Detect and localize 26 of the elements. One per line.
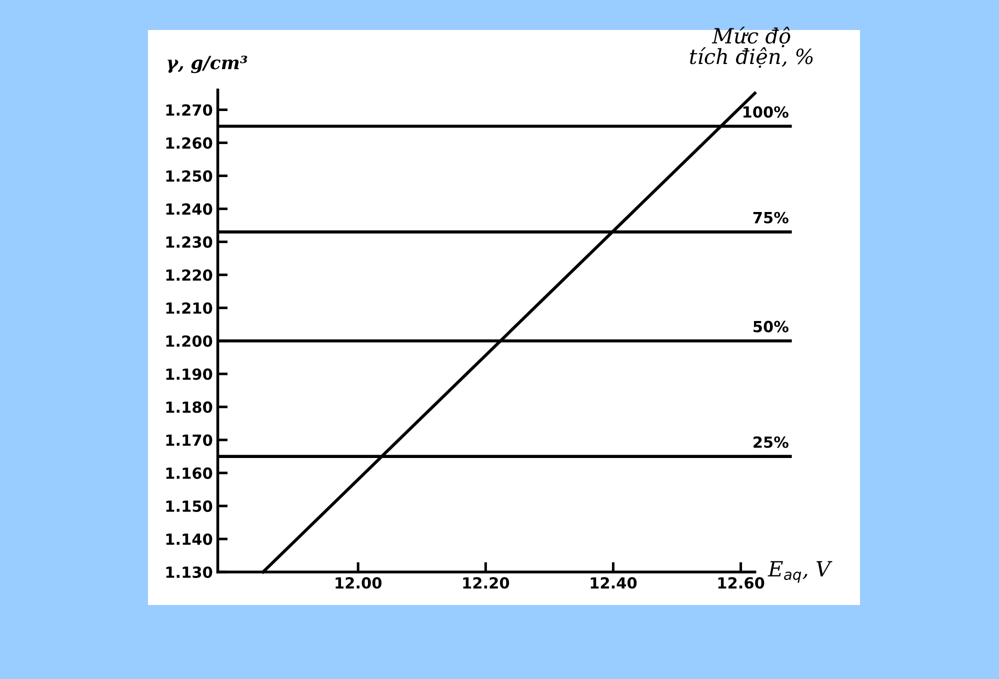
annotation: 50% [754,320,788,332]
y-tick-label: 1.140 [166,533,212,545]
y-tick-label: 1.150 [166,500,212,512]
text: Mức độ tích điện, % [690,26,813,68]
y-tick-label: 1.210 [166,302,212,314]
y-tick-label: 1.200 [166,335,212,347]
x-tick-label: 12.40 [590,577,637,589]
x-tick-label: 12.60 [718,577,764,589]
y-tick-label: 1.190 [166,368,212,380]
x-tick-label: 12.20 [463,577,510,589]
y-tick-label: 1.240 [166,203,212,215]
annotation: 100% [743,106,788,118]
y-tick-label: 1.180 [166,401,212,413]
y-tick-label: 1.250 [166,170,212,182]
y-tick-label: 1.230 [166,236,212,248]
y-tick-label: 1.130 [166,566,212,578]
y-tick-label: 1.220 [166,269,212,281]
y-tick-label: 1.270 [166,104,212,116]
y-tick-label: 1.170 [166,434,212,446]
x-axis-title: E$_{aq}$, V [768,561,832,583]
y-axis-title: γ, g/cm³ [168,56,248,74]
y-tick-label: 1.160 [166,467,212,479]
x-tick-label: 12.00 [336,577,382,589]
annotation: 75% [753,212,788,224]
annotation: 25% [754,436,788,448]
y-tick-label: 1.260 [166,137,212,149]
